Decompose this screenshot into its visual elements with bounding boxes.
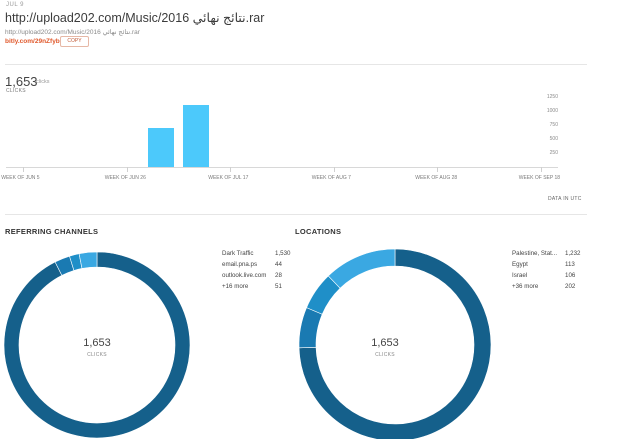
- y-tick-label: 500: [549, 136, 558, 142]
- total-clicks: 1,653: [5, 74, 38, 89]
- x-tick-mark: [230, 167, 232, 172]
- location-slice[interactable]: [298, 248, 492, 439]
- x-tick-mark: [126, 167, 128, 172]
- location-value: 106: [565, 272, 576, 279]
- total-clicks-suffix: clicks: [36, 79, 50, 85]
- referrer-name[interactable]: email.pna.ps: [222, 261, 258, 268]
- referrer-value: 44: [275, 261, 282, 268]
- chart-x-axis: [6, 167, 558, 168]
- referrers-center-value: 1,653: [83, 337, 111, 349]
- location-value: 113: [565, 261, 575, 268]
- locations-donut-chart: [298, 248, 492, 439]
- referrer-slice[interactable]: [3, 251, 191, 439]
- x-tick-label: WEEK OF JUN 26: [104, 175, 146, 181]
- x-tick-mark: [23, 167, 25, 172]
- x-tick-label: WEEK OF AUG 28: [415, 175, 458, 181]
- clicks-bar[interactable]: [182, 105, 209, 167]
- clicks-label: CLICKS: [6, 88, 26, 94]
- link-title: http://upload202.com/Music/2016 نتائج نه…: [5, 11, 265, 25]
- copy-button[interactable]: COPY: [60, 36, 89, 47]
- x-tick-label: WEEK OF JUN 5: [1, 175, 40, 181]
- y-tick-label: 750: [549, 122, 558, 128]
- divider: [5, 64, 587, 65]
- referrer-name[interactable]: outlook.live.com: [222, 272, 267, 279]
- clicks-bar[interactable]: [148, 127, 174, 167]
- link-date: JUL 9: [6, 2, 24, 8]
- location-name[interactable]: Israel: [512, 272, 528, 279]
- referrers-donut-chart: [3, 251, 191, 439]
- location-slice[interactable]: [298, 307, 323, 349]
- location-name[interactable]: Egypt: [512, 261, 528, 268]
- y-tick-label: 1000: [546, 108, 558, 114]
- locations-center-label: CLICKS: [375, 352, 395, 358]
- referrer-value: 1,530: [275, 250, 291, 257]
- short-url-link[interactable]: bitly.com/29nZfyb: [5, 38, 60, 45]
- referrer-name[interactable]: Dark Traffic: [222, 250, 254, 257]
- divider: [5, 214, 587, 215]
- x-tick-mark: [540, 167, 542, 172]
- referring-channels-title: REFERRING CHANNELS: [5, 227, 99, 236]
- locations-title: LOCATIONS: [295, 227, 342, 236]
- referrer-slice[interactable]: [78, 251, 98, 269]
- locations-center-value: 1,653: [371, 337, 399, 349]
- x-tick-mark: [437, 167, 439, 172]
- x-tick-mark: [333, 167, 335, 172]
- referrer-name[interactable]: +16 more: [222, 283, 249, 290]
- x-tick-label: WEEK OF JUL 17: [208, 175, 249, 181]
- referrer-value: 51: [275, 283, 282, 290]
- x-tick-label: WEEK OF SEP 18: [518, 175, 561, 181]
- data-in-utc-note: DATA IN UTC: [548, 196, 582, 202]
- location-name[interactable]: +36 more: [512, 283, 539, 290]
- location-value: 202: [565, 283, 576, 290]
- location-value: 1,232: [565, 250, 581, 257]
- long-url[interactable]: http://upload202.com/Music/2016 نتائج نه…: [5, 29, 140, 36]
- location-slice[interactable]: [327, 248, 396, 289]
- y-tick-label: 250: [549, 150, 558, 156]
- referrers-center-label: CLICKS: [87, 352, 107, 358]
- x-tick-label: WEEK OF AUG 7: [311, 175, 351, 181]
- location-name[interactable]: Palestine, Stat...: [512, 250, 558, 257]
- referrer-value: 28: [275, 272, 282, 279]
- y-tick-label: 1250: [546, 94, 558, 100]
